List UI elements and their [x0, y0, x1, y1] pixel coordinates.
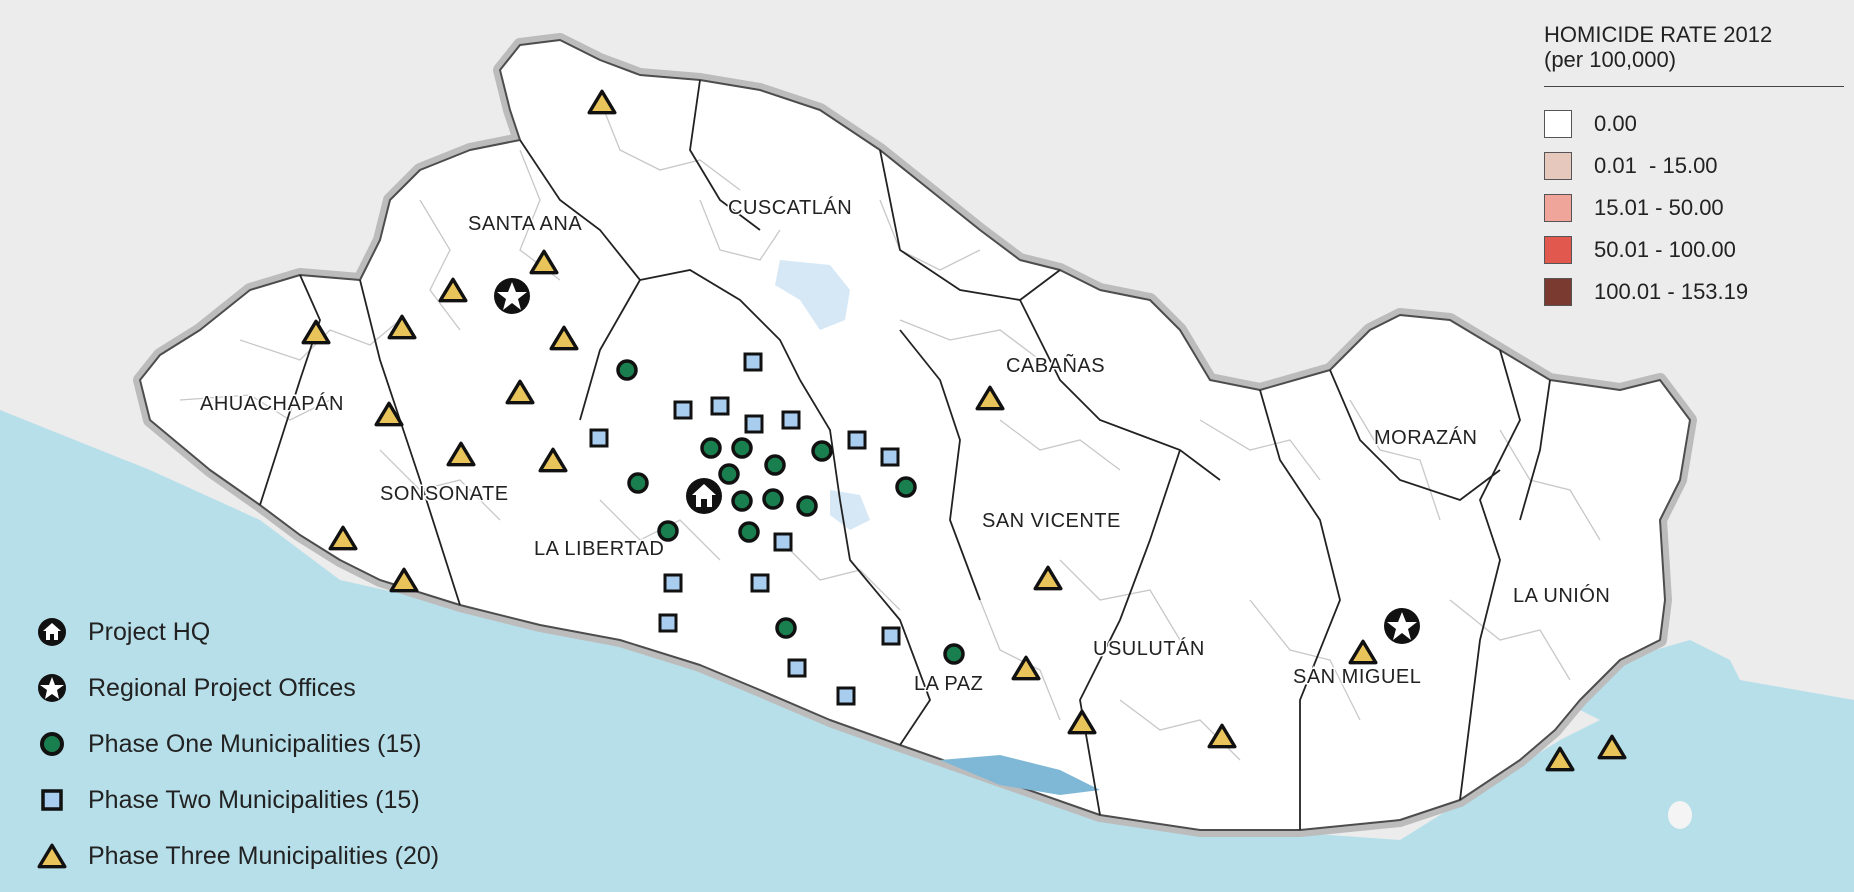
- phase-two-markers: [589, 352, 901, 706]
- legend-item-regional-offices: Regional Project Offices: [34, 660, 439, 716]
- phase-two-marker: [710, 396, 730, 416]
- phase-two-marker: [750, 573, 770, 593]
- blue-square-icon: [34, 782, 70, 818]
- legend-divider: [1544, 86, 1844, 87]
- green-circle-icon: [34, 726, 70, 762]
- dept-label-cabanas: CABAÑAS: [1006, 353, 1105, 377]
- legend-class-row: 15.01 - 50.00: [1544, 187, 1854, 229]
- phase-two-marker: [658, 613, 678, 633]
- bay-jiquilisco: [940, 755, 1100, 795]
- dept-label-usulutan: USULUTÁN: [1093, 637, 1205, 660]
- legend-item-label: Regional Project Offices: [88, 673, 356, 702]
- phase-two-marker: [589, 428, 609, 448]
- phase-one-marker: [627, 472, 649, 494]
- phase-one-marker: [895, 476, 917, 498]
- star-icon: [1387, 612, 1417, 640]
- phase-two-marker: [836, 686, 856, 706]
- legend-swatch: [1544, 194, 1572, 222]
- phase-one-marker: [738, 521, 760, 543]
- dept-label-sonsonate: SONSONATE: [380, 483, 509, 505]
- phase-one-marker: [764, 454, 786, 476]
- dept-label-morazan: MORAZÁN: [1374, 426, 1478, 449]
- phase-one-marker: [811, 440, 833, 462]
- phase-two-marker: [881, 626, 901, 646]
- legend-item-label: Project HQ: [88, 617, 211, 646]
- phase-two-marker: [673, 400, 693, 420]
- phase-two-marker: [773, 532, 793, 552]
- dept-label-la-union: LA UNIÓN: [1513, 584, 1610, 607]
- legend-class-row: 0.00: [1544, 103, 1854, 145]
- legend-title-line1: HOMICIDE RATE 2012: [1544, 22, 1773, 47]
- legend-swatch: [1544, 110, 1572, 138]
- legend-title-line2: (per 100,000): [1544, 47, 1677, 72]
- phase-one-marker: [718, 463, 740, 485]
- municipal-boundaries: [179, 99, 1601, 761]
- legend-class-row: 0.01 - 15.00: [1544, 145, 1854, 187]
- regional-office-marker-san-miguel: [1384, 608, 1420, 644]
- phase-one-marker: [731, 490, 753, 512]
- phase-two-marker: [744, 414, 764, 434]
- legend-swatch: [1544, 236, 1572, 264]
- phase-one-marker: [700, 437, 722, 459]
- dept-label-la-libertad: LA LIBERTAD: [534, 538, 664, 560]
- symbol-legend: Project HQ Regional Project Offices Phas…: [34, 604, 439, 884]
- phase-two-marker: [781, 410, 801, 430]
- department-boundaries: [259, 79, 1551, 830]
- island: [1668, 801, 1692, 829]
- phase-two-marker: [743, 352, 763, 372]
- legend-class-row: 100.01 - 153.19: [1544, 271, 1854, 313]
- phase-one-marker: [616, 359, 638, 381]
- regional-office-marker-santa-ana: [494, 278, 530, 314]
- home-icon: [692, 484, 716, 507]
- phase-one-marker: [731, 437, 753, 459]
- dept-label-la-paz: LA PAZ: [914, 673, 983, 695]
- legend-class-label: 0.00: [1594, 111, 1637, 136]
- legend-class-label: 100.01 - 153.19: [1594, 279, 1749, 304]
- legend-item-phase-one: Phase One Municipalities (15): [34, 716, 439, 772]
- project-hq-marker: [686, 478, 722, 514]
- legend-item-label: Phase Two Municipalities (15): [88, 785, 420, 814]
- phase-two-marker: [847, 430, 867, 450]
- star-icon: [497, 282, 527, 310]
- legend-class-label: 50.01 - 100.00: [1594, 237, 1736, 262]
- department-labels: AHUACHAPÁN SANTA ANA SONSONATE LA LIBERT…: [199, 195, 1612, 697]
- pacific-ocean: [0, 410, 1854, 892]
- phase-one-marker: [943, 643, 965, 665]
- phase-two-marker: [663, 573, 683, 593]
- phase-one-markers: [616, 359, 965, 665]
- legend-swatch: [1544, 152, 1572, 180]
- legend-class-label: 0.01 - 15.00: [1594, 153, 1718, 178]
- homicide-rate-legend: HOMICIDE RATE 2012 (per 100,000) 0.00 0.…: [1544, 22, 1854, 313]
- home-icon: [34, 614, 70, 650]
- phase-one-marker: [796, 495, 818, 517]
- star-icon: [34, 670, 70, 706]
- dept-label-ahuachapan: AHUACHAPÁN: [200, 392, 344, 415]
- yellow-triangle-icon: [34, 838, 70, 874]
- dept-label-santa-ana: SANTA ANA: [468, 213, 582, 235]
- lake-ilopango: [775, 260, 850, 330]
- phase-one-marker: [657, 520, 679, 542]
- legend-swatch: [1544, 278, 1572, 306]
- legend-item-label: Phase One Municipalities (15): [88, 729, 422, 758]
- legend-item-phase-two: Phase Two Municipalities (15): [34, 772, 439, 828]
- legend-item-phase-three: Phase Three Municipalities (20): [34, 828, 439, 884]
- phase-two-marker: [880, 447, 900, 467]
- legend-item-label: Phase Three Municipalities (20): [88, 841, 440, 870]
- dept-label-cuscatlan: CUSCATLÁN: [728, 196, 852, 219]
- dept-label-san-vicente: SAN VICENTE: [982, 510, 1121, 532]
- legend-class-label: 15.01 - 50.00: [1594, 195, 1724, 220]
- dept-label-san-miguel: SAN MIGUEL: [1293, 666, 1421, 688]
- gulf-of-fonseca: [1560, 640, 1854, 770]
- phase-one-marker: [762, 488, 784, 510]
- legend-class-row: 50.01 - 100.00: [1544, 229, 1854, 271]
- legend-item-project-hq: Project HQ: [34, 604, 439, 660]
- phase-two-marker: [787, 658, 807, 678]
- phase-one-marker: [775, 617, 797, 639]
